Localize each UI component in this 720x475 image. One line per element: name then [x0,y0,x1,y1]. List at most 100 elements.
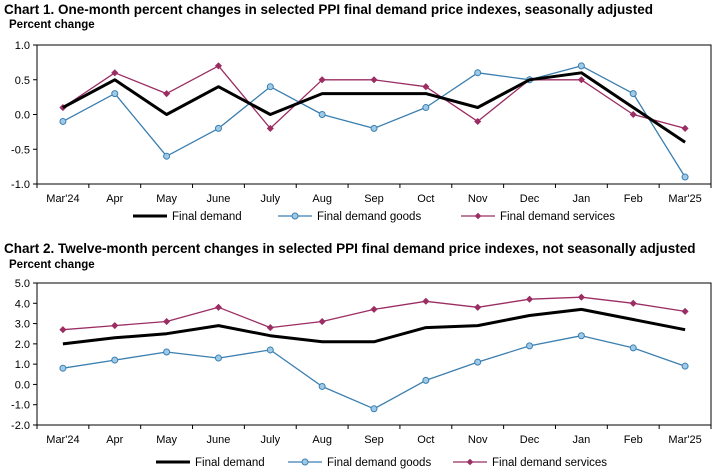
chart1-ytick-label: -0.5 [11,144,30,156]
chart1-plot-border [36,44,712,185]
chart1-point-final-demand-goods [111,90,119,98]
chart1-xtick-label: Feb [624,193,643,205]
chart2-line-final-demand-goods [62,335,686,410]
chart2-ytick-label: 2.0 [15,339,30,351]
chart2-title: Chart 2. Twelve-month percent changes in… [4,241,696,256]
chart2-point-final-demand-services [370,305,378,314]
chart2-xtick-label: Oct [417,434,434,446]
chart1-point-final-demand-goods [370,124,378,132]
chart2-xtick-label: May [156,434,177,446]
chart1-xtick-label: Oct [417,193,434,205]
chart1-xtick-label: Nov [468,193,488,205]
chart2-point-final-demand-services [629,299,637,307]
chart1-point-final-demand-goods [681,173,689,181]
chart2-point-final-demand-goods [214,354,222,362]
chart2-xtick-label: Mar'25 [668,434,701,446]
chart2-xtick-label: Sep [364,434,384,446]
chart1-line-final-demand [62,71,686,144]
chart1-point-final-demand-services [577,76,586,84]
chart2-xtick-label: July [261,434,281,446]
chart1-xtick-label: Jan [573,193,591,205]
chart1-ytick-label: -1.0 [11,179,30,191]
chart2-xtick-label: Mar'24 [46,434,79,446]
chart2-point-final-demand-services [59,326,67,334]
chart1-legend-label-final-demand-services: Final demand services [500,211,615,223]
chart1-point-final-demand-goods [266,83,274,91]
chart2-point-final-demand-services [162,317,171,326]
chart1-point-final-demand-services [629,110,637,119]
chart1-point-final-demand-services [318,76,326,84]
chart1-legend-marker-final-demand-services [474,212,482,220]
chart1-point-final-demand-goods [422,104,430,112]
chart2-xtick-label: June [207,434,231,446]
chart2-legend-marker-final-demand-services [466,458,474,466]
chart1-ytick-label: 0.5 [15,75,30,87]
chart2-point-final-demand-goods [318,382,326,390]
chart1-point-final-demand-services [422,83,430,91]
chart2-point-final-demand-goods [163,348,171,356]
chart1-xtick-label: June [207,193,231,205]
chart1-legend-label-final-demand: Final demand [172,211,242,223]
chart1-title: Chart 1. One-month percent changes in se… [4,2,653,17]
chart2-legend-label-final-demand: Final demand [195,457,265,469]
chart1-point-final-demand-goods [629,90,637,98]
chart2-xtick-label: Apr [106,434,123,446]
chart2-point-final-demand-services [318,317,326,326]
chart1-point-final-demand-services [162,89,171,98]
chart1-xtick-label: Mar'24 [46,193,79,205]
chart2-point-final-demand-goods [422,376,430,384]
chart2-point-final-demand-goods [474,358,482,366]
chart2-legend-label-final-demand-goods: Final demand goods [327,457,431,469]
chart1-point-final-demand-services [370,76,378,84]
chart2-plot: -2.0 -1.0 0.0 1.0 2.0 3.0 4.0 5.0 Mar'24 Apr May Ju… [11,278,712,469]
chart1-point-final-demand-goods [163,152,171,160]
chart2-point-final-demand-services [214,303,223,311]
chart2-xtick-label: Feb [624,434,643,446]
chart2-ytick-label: 5.0 [15,278,30,290]
chart2-point-final-demand-goods [266,346,274,354]
chart2-line-final-demand-services [62,296,686,331]
chart1-xtick-label: Aug [312,193,332,205]
chart1-xtick-label: Sep [364,193,384,205]
chart2-xtick-label: Dec [520,434,540,446]
chart2-xtick-label: Jan [573,434,591,446]
chart2-xtick-label: Aug [312,434,332,446]
chart1-point-final-demand-services [111,69,119,77]
chart2-point-final-demand-goods [681,362,689,370]
chart1-xtick-label: Mar'25 [668,193,701,205]
chart2-ytick-label: -2.0 [11,420,30,432]
chart2-plot-border [36,282,712,426]
chart2-point-final-demand-goods [577,332,585,340]
chart1-point-final-demand-services [681,124,689,133]
chart1-point-final-demand-services [214,62,223,70]
chart1-xtick-label: May [156,193,177,205]
chart2-point-final-demand-goods [526,342,534,350]
chart2-line-final-demand [62,307,686,346]
chart1-plot: -1.0 -0.5 0.0 0.5 1.0 Mar'24 Apr May June July Aug… [11,40,712,223]
chart1-xtick-label: Dec [520,193,540,205]
chart2-point-final-demand-services [111,321,119,330]
chart1-xtick-label: Apr [106,193,123,205]
chart2-point-final-demand-services [422,297,430,305]
chart1-line-final-demand-services [62,65,686,130]
chart2-point-final-demand-goods [629,344,637,352]
chart2-point-final-demand-goods [111,356,119,364]
chart2-point-final-demand-services [266,323,274,332]
chart2-ytick-label: 0.0 [15,379,30,391]
chart1-legend-label-final-demand-goods: Final demand goods [317,211,421,223]
chart2-point-final-demand-services [525,295,534,303]
chart2-point-final-demand-goods [370,405,378,413]
chart2-ytick-label: 3.0 [15,319,30,331]
chart2-legend-marker-final-demand-goods [301,458,309,466]
chart2-ytick-label: -1.0 [11,400,30,412]
chart1-legend-marker-final-demand-goods [291,212,299,220]
chart1-point-final-demand-services [474,117,482,126]
chart2-point-final-demand-goods [59,364,67,372]
chart2-ytick-label: 4.0 [15,298,30,310]
chart2-xtick-label: Nov [468,434,488,446]
chart1-point-final-demand-goods [59,117,67,125]
chart1-point-final-demand-services [266,124,274,133]
chart1-ytick-label: 0.0 [15,110,30,122]
chart1-point-final-demand-goods [214,124,222,132]
chart2-legend-label-final-demand-services: Final demand services [492,457,607,469]
